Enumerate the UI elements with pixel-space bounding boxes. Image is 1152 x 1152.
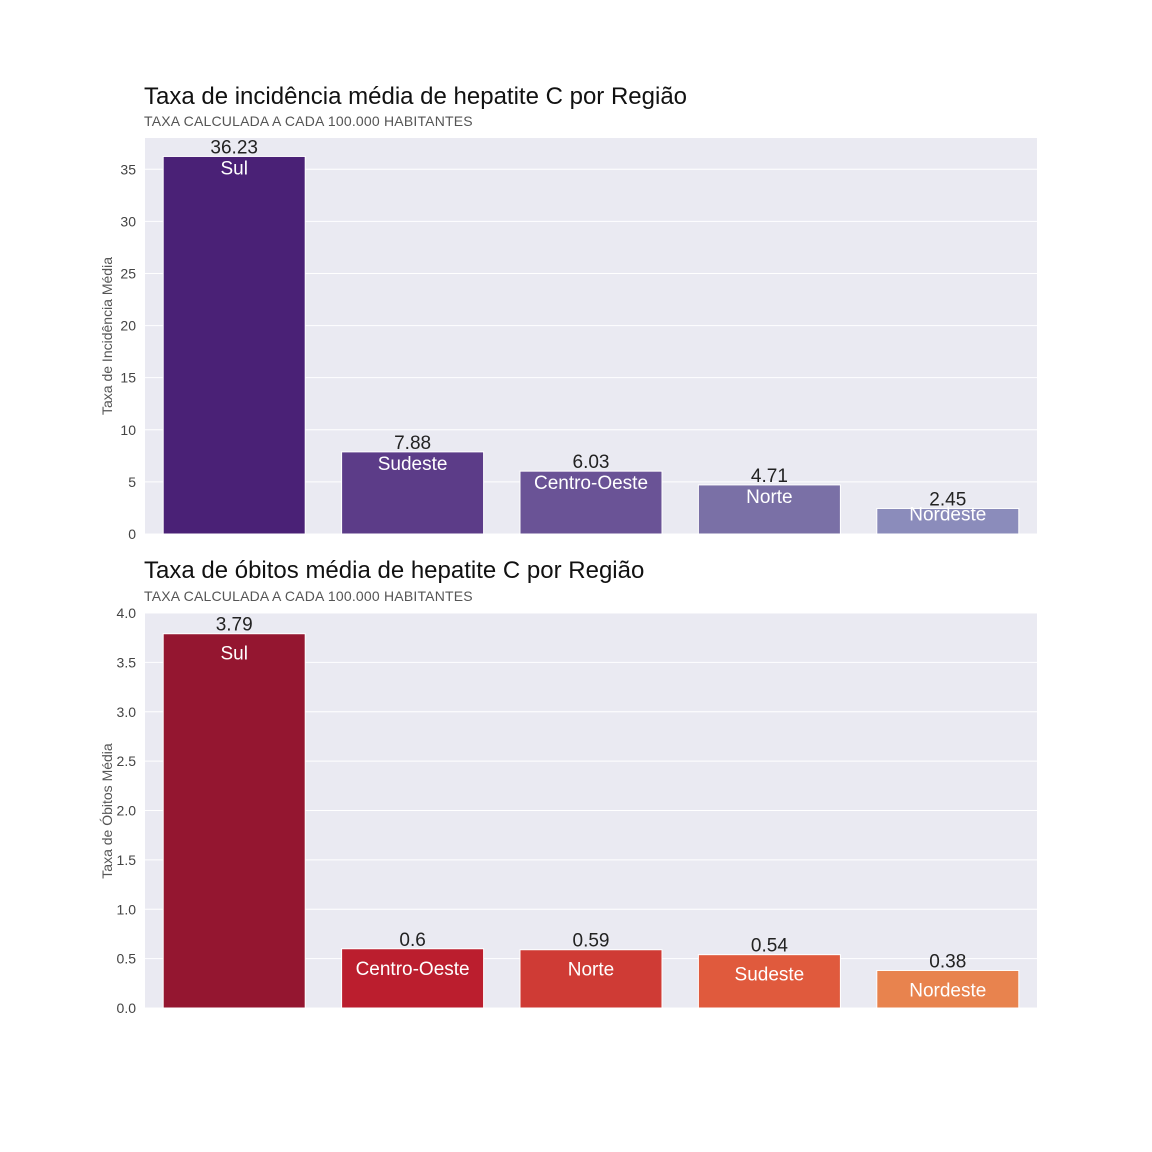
bar-sul bbox=[162, 155, 306, 535]
y-tick-label: 1.5 bbox=[117, 852, 137, 868]
category-label: Centro-Oeste bbox=[356, 959, 470, 980]
data-label: 0.6 bbox=[399, 930, 425, 951]
y-axis-label-1: Taxa de Incidência Média bbox=[99, 257, 115, 415]
y-tick-label: 35 bbox=[120, 161, 136, 177]
category-label: Sul bbox=[220, 644, 247, 665]
data-label: 4.71 bbox=[751, 466, 788, 487]
y-tick-label: 20 bbox=[120, 318, 136, 334]
data-label: 2.45 bbox=[929, 489, 966, 510]
data-label: 36.23 bbox=[210, 137, 258, 158]
y-axis-label-2: Taxa de Óbitos Média bbox=[99, 743, 115, 879]
data-label: 7.88 bbox=[394, 433, 431, 454]
bar-nordeste bbox=[876, 507, 1020, 535]
data-label: 6.03 bbox=[573, 452, 610, 473]
y-tick-label: 5 bbox=[128, 474, 136, 490]
y-tick-label: 1.0 bbox=[117, 901, 137, 917]
data-label: 0.38 bbox=[929, 951, 966, 972]
chart2-title: Taxa de óbitos média de hepatite C por R… bbox=[144, 557, 645, 584]
chart1-subtitle: TAXA CALCULADA A CADA 100.000 HABITANTES bbox=[144, 113, 473, 129]
category-label: Sul bbox=[220, 158, 247, 179]
category-label: Norte bbox=[746, 487, 792, 508]
y-tick-label: 2.5 bbox=[117, 753, 137, 769]
y-tick-label: 0 bbox=[128, 526, 136, 542]
bar-sudeste bbox=[697, 954, 841, 1009]
y-tick-label: 0.0 bbox=[117, 1000, 137, 1016]
bar-centro-oeste bbox=[519, 470, 663, 535]
category-label: Sudeste bbox=[378, 454, 448, 475]
category-label: Nordeste bbox=[909, 504, 986, 525]
category-label: Centro-Oeste bbox=[534, 473, 648, 494]
data-label: 3.79 bbox=[216, 615, 253, 636]
y-tick-label: 4.0 bbox=[117, 605, 137, 621]
y-tick-label: 3.5 bbox=[117, 654, 137, 670]
bar-norte bbox=[697, 484, 841, 535]
bar-sul bbox=[162, 633, 306, 1009]
bar-nordeste bbox=[876, 969, 1020, 1009]
category-label: Norte bbox=[568, 960, 614, 981]
bar-norte bbox=[519, 949, 663, 1009]
y-tick-label: 25 bbox=[120, 265, 136, 281]
bar-centro-oeste bbox=[341, 948, 485, 1009]
chart2-subtitle: TAXA CALCULADA A CADA 100.000 HABITANTES bbox=[144, 588, 473, 604]
category-label: Sudeste bbox=[735, 965, 805, 986]
category-label: Nordeste bbox=[909, 980, 986, 1001]
data-label: 0.59 bbox=[573, 931, 610, 952]
bar-sudeste bbox=[341, 451, 485, 535]
y-tick-label: 3.0 bbox=[117, 704, 137, 720]
chart1-title: Taxa de incidência média de hepatite C p… bbox=[144, 83, 688, 110]
y-tick-label: 15 bbox=[120, 370, 136, 386]
y-tick-label: 2.0 bbox=[117, 803, 137, 819]
y-tick-label: 30 bbox=[120, 213, 136, 229]
y-tick-label: 10 bbox=[120, 422, 136, 438]
data-label: 0.54 bbox=[751, 936, 788, 957]
y-tick-label: 0.5 bbox=[117, 951, 137, 967]
